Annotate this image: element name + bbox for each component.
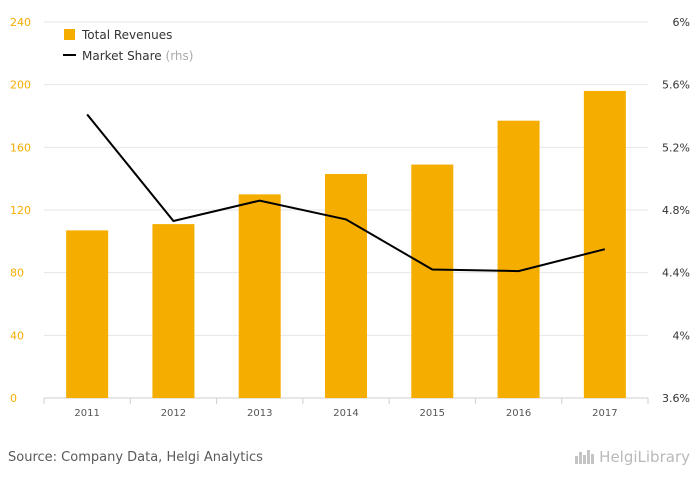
- right-tick-label: 3.6%: [662, 392, 690, 405]
- brand-logo[interactable]: HelgiLibrary: [575, 448, 690, 466]
- legend-total-revenues: Total Revenues: [81, 28, 172, 42]
- bar-2012: [152, 224, 195, 398]
- left-tick-label: 120: [10, 204, 31, 217]
- x-tick-label: 2012: [161, 408, 186, 419]
- right-tick-label: 4%: [673, 329, 690, 342]
- left-tick-label: 200: [10, 79, 31, 92]
- bar-2013: [238, 194, 281, 398]
- x-tick-label: 2015: [420, 408, 445, 419]
- bar-2011: [66, 230, 109, 398]
- bar-2016: [497, 120, 540, 398]
- right-tick-label: 4.4%: [662, 267, 690, 280]
- left-tick-label: 0: [10, 392, 17, 405]
- bar-2014: [325, 173, 367, 398]
- x-tick-label: 2014: [333, 408, 358, 419]
- right-tick-label: 6%: [673, 16, 690, 29]
- right-tick-label: 4.8%: [662, 204, 690, 217]
- source-note: Source: Company Data, Helgi Analytics: [8, 450, 263, 465]
- left-tick-label: 160: [10, 141, 31, 154]
- x-tick-label: 2011: [74, 408, 99, 419]
- legend-bar-swatch: [64, 29, 75, 40]
- bar-2015: [411, 164, 454, 398]
- legend-market-share: Market Share (rhs): [82, 49, 193, 63]
- left-tick-label: 240: [10, 16, 31, 29]
- brand-name: HelgiLibrary: [599, 448, 690, 466]
- chart: 0 40 80 120 160 200 240 3.6% 4% 4.4% 4.8% 5.2% 5.6% 6…: [10, 16, 690, 419]
- legend-rhs-suffix: (rhs): [166, 49, 194, 63]
- left-tick-label: 80: [10, 267, 24, 280]
- right-tick-label: 5.2%: [662, 141, 690, 154]
- x-tick-label: 2017: [592, 408, 617, 419]
- bar-2017: [583, 90, 626, 398]
- x-tick-label: 2016: [506, 408, 531, 419]
- right-tick-label: 5.6%: [662, 79, 690, 92]
- x-tick-label: 2013: [247, 408, 272, 419]
- city-skyline-icon: [575, 450, 595, 464]
- left-tick-label: 40: [10, 329, 24, 342]
